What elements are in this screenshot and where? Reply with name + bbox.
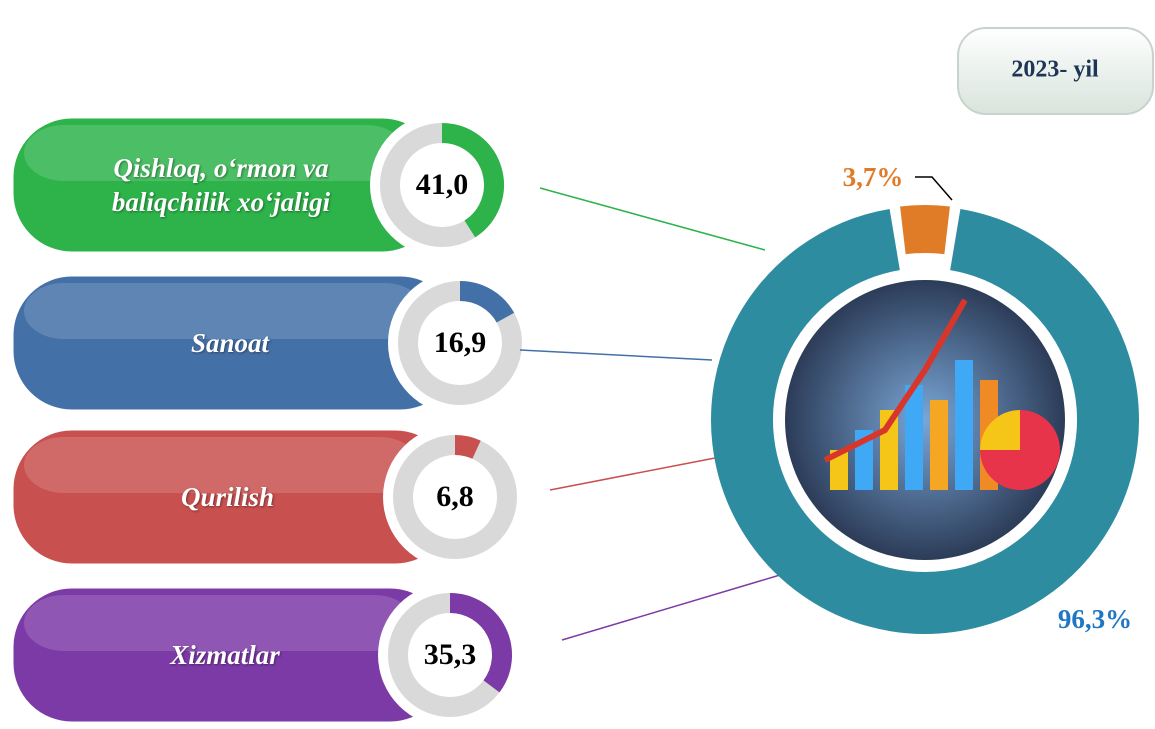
connector <box>549 457 716 491</box>
year-badge <box>957 27 1154 115</box>
connector <box>539 187 766 251</box>
gauge-arc <box>449 593 512 693</box>
decor-bar <box>905 385 923 490</box>
leader-line <box>915 176 953 201</box>
connector <box>561 571 791 641</box>
gauge-arc <box>454 435 481 459</box>
decor-bar <box>955 360 973 490</box>
percent-label: 3,7% <box>843 162 904 192</box>
category-label: Xizmatlar <box>170 640 280 670</box>
donut-segment <box>711 208 1139 634</box>
value-label: 6,8 <box>436 480 474 513</box>
donut-segment <box>900 205 950 255</box>
decor-arrow <box>823 298 968 463</box>
pill-shine <box>24 125 406 181</box>
decor-bar <box>930 400 948 490</box>
decor-pie-slice <box>980 410 1020 450</box>
gauge-arc <box>441 123 504 238</box>
value-label: 35,3 <box>424 638 477 671</box>
pill-shine <box>24 437 419 493</box>
percent-label: 96,3% <box>1058 604 1132 634</box>
value-label: 41,0 <box>416 168 469 201</box>
category-label: Qishloq, o‘rmon va baliqchilik xo‘jaligi <box>111 153 331 217</box>
decor-bar <box>830 450 848 490</box>
category-label: Sanoat <box>190 328 270 358</box>
pill-shine <box>24 283 424 339</box>
value-label: 16,9 <box>434 326 487 359</box>
connector <box>519 349 713 361</box>
pill-shine <box>24 595 414 651</box>
category-label: Qurilish <box>180 482 275 512</box>
gauge-arc <box>459 281 515 323</box>
year-label: 2023- yil <box>1011 57 1099 83</box>
